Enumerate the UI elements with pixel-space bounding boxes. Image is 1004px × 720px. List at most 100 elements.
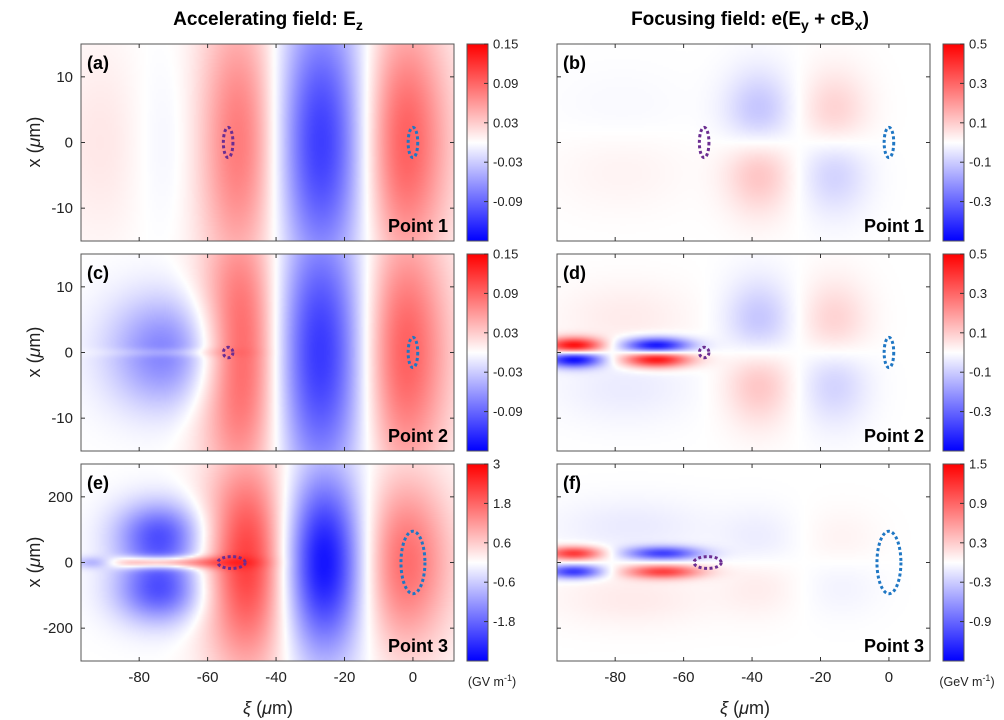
x-tick-label: 0 — [885, 669, 893, 686]
driver-bunch-ellipse — [406, 335, 420, 370]
colorbar-tick-label: 0.5 — [969, 247, 987, 262]
panel-d: (d) Point 2 0.5 0.3 0.1 -0.1 -0.3 — [556, 247, 991, 452]
witness-bunch-ellipse — [216, 555, 247, 570]
colorbar-tick-label: 0.15 — [493, 37, 518, 52]
colorbar-tick-label: -0.3 — [969, 194, 991, 209]
y-axis-label-row1: x (μm) — [24, 117, 44, 168]
point-label: Point 3 — [388, 636, 448, 656]
colorbar-tick-label: -0.9 — [969, 614, 991, 629]
panel-label: (b) — [563, 53, 586, 73]
panel-f: -80 -60 -40 -20 0 (f) Point 3 1.5 0.9 0.3 -0.3 -0.9 — [556, 457, 991, 686]
colorbar — [942, 43, 965, 242]
colorbar-tick-label: -0.6 — [493, 575, 515, 590]
colorbar-tick-label: -0.09 — [493, 404, 523, 419]
column-title-focusing: Focusing field: e(Ey + cBx) — [631, 9, 869, 33]
colorbar-tick-label: -0.09 — [493, 194, 523, 209]
colorbar-tick-label: 0.03 — [493, 115, 518, 130]
colorbar-tick-label: 0.15 — [493, 247, 518, 262]
colorbar-units-right: (GeV m-1) — [939, 673, 994, 689]
driver-bunch-ellipse — [882, 335, 896, 370]
column-title-accelerating: Accelerating field: Ez — [173, 9, 363, 33]
colorbar-tick-label: 0.09 — [493, 76, 518, 91]
heatmap-panels: 10 0 -10 (a) Point 1 0.15 0.09 0.03 -0.03 -0.09 (b… — [43, 37, 991, 687]
y-tick-label: -10 — [51, 410, 73, 427]
colorbar-tick-label: 0.5 — [969, 37, 987, 52]
heatmap-image — [557, 254, 930, 451]
panel-label: (a) — [87, 53, 109, 73]
x-tick-label: -20 — [810, 669, 832, 686]
heatmap-image — [81, 464, 454, 661]
point-label: Point 1 — [864, 216, 924, 236]
x-axis-label-right: ξ (μm) — [720, 698, 770, 718]
heatmap-image — [81, 254, 454, 451]
y-tick-label: 10 — [56, 69, 73, 86]
driver-bunch-ellipse — [882, 125, 896, 160]
colorbar-tick-label: 0.1 — [969, 115, 987, 130]
colorbar-tick-label: 1.8 — [493, 496, 511, 511]
heatmap-image — [81, 44, 454, 241]
colorbar-tick-label: -0.03 — [493, 365, 523, 380]
point-label: Point 1 — [388, 216, 448, 236]
x-axis-label-left: ξ (μm) — [243, 698, 293, 718]
colorbar-tick-label: 0.3 — [969, 76, 987, 91]
x-tick-label: -40 — [265, 669, 287, 686]
colorbar-tick-label: 0.6 — [493, 535, 511, 550]
x-tick-label: -60 — [197, 669, 219, 686]
colorbar-tick-label: 0.3 — [969, 286, 987, 301]
colorbar — [942, 253, 965, 452]
y-axis-label-row3: x (μm) — [24, 537, 44, 588]
driver-bunch-ellipse — [399, 529, 427, 596]
panel-b: (b) Point 1 0.5 0.3 0.1 -0.1 -0.3 — [556, 37, 991, 242]
colorbar-tick-label: -0.3 — [969, 404, 991, 419]
colorbar-tick-label: -1.8 — [493, 614, 515, 629]
colorbar — [942, 463, 965, 662]
x-tick-label: -80 — [128, 669, 150, 686]
driver-bunch-ellipse — [875, 529, 903, 596]
driver-bunch-ellipse — [406, 125, 420, 160]
y-axis-label-row2: x (μm) — [24, 327, 44, 378]
x-tick-label: -60 — [673, 669, 695, 686]
colorbar-tick-label: 0.09 — [493, 286, 518, 301]
witness-bunch-ellipse — [221, 125, 235, 160]
witness-bunch-ellipse — [221, 345, 235, 360]
panel-label: (f) — [563, 473, 581, 493]
colorbar-tick-label: 0.1 — [969, 325, 987, 340]
y-tick-label: 0 — [65, 555, 73, 572]
colorbar-tick-label: -0.3 — [969, 575, 991, 590]
y-tick-label: 200 — [48, 489, 73, 506]
witness-bunch-ellipse — [692, 555, 723, 570]
x-tick-label: -80 — [604, 669, 626, 686]
panel-label: (c) — [87, 263, 109, 283]
witness-bunch-ellipse — [697, 345, 711, 360]
x-tick-label: -40 — [741, 669, 763, 686]
colorbar-tick-label: 3 — [493, 457, 500, 472]
x-tick-label: 0 — [409, 669, 417, 686]
y-tick-label: -200 — [43, 620, 73, 637]
point-label: Point 3 — [864, 636, 924, 656]
colorbar-units-left: (GV m-1) — [468, 673, 516, 689]
witness-bunch-ellipse — [697, 125, 711, 160]
heatmap-image — [557, 464, 930, 661]
panel-c: 10 0 -10 (c) Point 2 0.15 0.09 0.03 -0.03 -0.09 — [51, 247, 523, 452]
colorbar-tick-label: -0.1 — [969, 365, 991, 380]
point-label: Point 2 — [388, 426, 448, 446]
y-tick-label: 0 — [65, 135, 73, 152]
colorbar — [466, 253, 489, 452]
colorbar-tick-label: 1.5 — [969, 457, 987, 472]
heatmap-image — [557, 44, 930, 241]
panel-label: (d) — [563, 263, 586, 283]
panel-a: 10 0 -10 (a) Point 1 0.15 0.09 0.03 -0.03 -0.09 — [51, 37, 523, 242]
colorbar — [466, 43, 489, 242]
colorbar-tick-label: -0.03 — [493, 155, 523, 170]
panel-label: (e) — [87, 473, 109, 493]
point-label: Point 2 — [864, 426, 924, 446]
colorbar-tick-label: 0.3 — [969, 535, 987, 550]
y-tick-label: 0 — [65, 345, 73, 362]
colorbar — [466, 463, 489, 662]
colorbar-tick-label: 0.03 — [493, 325, 518, 340]
y-tick-label: -10 — [51, 200, 73, 217]
y-tick-label: 10 — [56, 279, 73, 296]
x-tick-label: -20 — [334, 669, 356, 686]
